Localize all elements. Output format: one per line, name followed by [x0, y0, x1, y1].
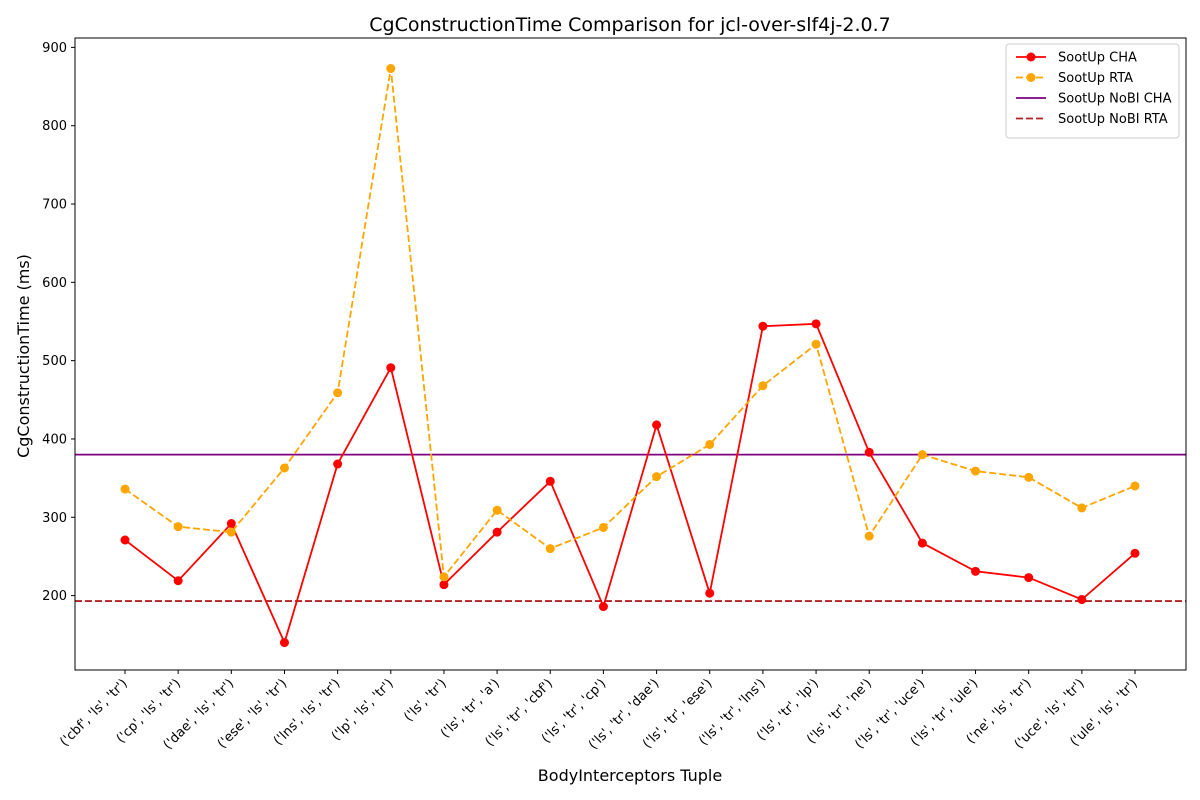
- point-series-0-19: [1130, 548, 1140, 558]
- point-series-0-8: [545, 476, 555, 486]
- point-series-1-1: [173, 522, 183, 532]
- point-series-0-16: [971, 566, 981, 576]
- series-line-1: [124, 68, 1136, 580]
- point-series-0-2: [226, 519, 236, 529]
- point-series-1-10: [652, 472, 662, 482]
- y-tick-label-1: 300: [42, 511, 67, 526]
- legend: SootUp CHA SootUp RTA SootUp NoBI CHA SootU…: [1005, 43, 1180, 139]
- point-series-0-15: [917, 538, 927, 548]
- point-series-0-10: [652, 420, 662, 430]
- y-axis-label: CgConstructionTime (ms): [14, 254, 33, 458]
- point-series-1-11: [705, 439, 715, 449]
- point-series-0-0: [120, 535, 130, 545]
- point-series-0-7: [492, 527, 502, 537]
- point-series-1-13: [811, 339, 821, 349]
- point-series-1-16: [971, 466, 981, 476]
- point-series-0-12: [758, 321, 768, 331]
- point-series-1-12: [758, 381, 768, 391]
- point-series-1-19: [1130, 481, 1140, 491]
- plot-content: [75, 64, 1186, 648]
- legend-label-2: SootUp NoBI CHA: [1058, 92, 1172, 107]
- y-tick-label-7: 900: [42, 41, 67, 56]
- point-series-0-11: [705, 588, 715, 598]
- legend-marker-0: [1026, 52, 1036, 62]
- legend-marker-1: [1026, 73, 1036, 82]
- point-series-1-6: [439, 572, 449, 582]
- series-line-0: [124, 322, 1136, 646]
- point-series-1-5: [386, 64, 396, 74]
- point-series-1-7: [492, 505, 502, 515]
- point-series-0-14: [864, 447, 874, 457]
- point-series-0-1: [173, 576, 183, 586]
- legend-label-3: SootUp NoBI RTA: [1058, 112, 1168, 127]
- point-series-1-2: [226, 527, 236, 537]
- point-series-0-17: [1024, 573, 1034, 583]
- point-series-0-4: [333, 459, 343, 469]
- y-tick-label-6: 800: [42, 119, 67, 134]
- chart-title: CgConstructionTime Comparison for jcl-ov…: [369, 14, 890, 36]
- point-series-1-17: [1024, 472, 1034, 482]
- point-series-0-18: [1077, 595, 1087, 605]
- point-series-1-18: [1077, 503, 1087, 513]
- y-tick-label-4: 600: [42, 276, 67, 291]
- y-tick-label-5: 700: [42, 198, 67, 213]
- legend-label-0: SootUp CHA: [1058, 51, 1137, 66]
- x-axis-label: BodyInterceptors Tuple: [538, 766, 722, 785]
- point-series-1-4: [333, 388, 343, 398]
- point-series-1-15: [917, 450, 927, 460]
- point-series-0-13: [811, 319, 821, 329]
- point-series-0-5: [386, 363, 396, 373]
- legend-box: [1005, 43, 1180, 139]
- point-series-1-9: [598, 522, 608, 532]
- y-tick-label-0: 200: [42, 589, 67, 604]
- point-series-1-14: [864, 531, 874, 541]
- point-series-1-8: [545, 544, 555, 554]
- point-series-0-9: [598, 602, 608, 612]
- point-series-1-3: [279, 463, 289, 473]
- y-tick-label-2: 400: [42, 432, 67, 447]
- point-series-1-0: [120, 484, 130, 494]
- point-series-0-6: [439, 580, 449, 590]
- plot-frame: [74, 37, 1187, 671]
- legend-label-1: SootUp RTA: [1058, 71, 1133, 86]
- y-tick-label-3: 500: [42, 354, 67, 369]
- point-series-0-3: [279, 638, 289, 648]
